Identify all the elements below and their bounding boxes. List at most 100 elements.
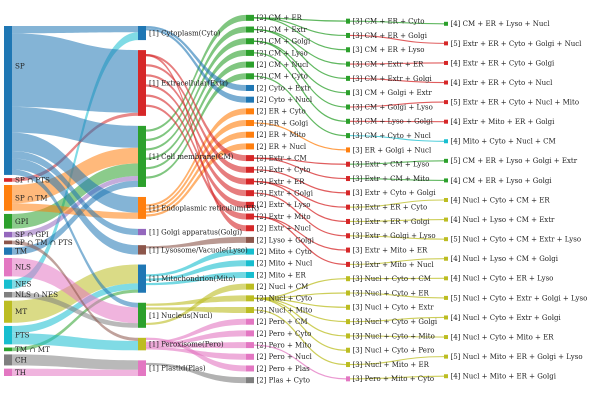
combo-label-col3-3-extr-mito-nucl-17: [3] Extr + Mito + Nucl (353, 261, 435, 269)
combo-label-col2-2-extr-cyto-13: [2] Extr + Cyto (257, 166, 311, 174)
combo-node-col2-2-nucl-cm-23 (246, 283, 254, 290)
flow-link-col2-col3-17 (253, 215, 347, 265)
combo-label-col3-3-nucl-cyto-golgi-21: [3] Nucl + Cyto + Golgi (353, 318, 438, 326)
flow-link-col2-col3-9 (253, 122, 347, 151)
sankey-links (12, 14, 445, 384)
location-label-1-lysosome-vacuole-lyso-5: [1] Lysosome/Vacuole(Lyso) (149, 246, 248, 254)
combo-label-col3-3-cm-cyto-nucl-8: [3] CM + Cyto + Nucl (353, 132, 432, 140)
combo-label-col3-3-extr-er-golgi-14: [3] Extr + ER + Golgi (353, 218, 431, 226)
combo-label-col4-4-cm-er-lyso-nucl-0: [4] CM + ER + Lyso + Nucl (451, 20, 551, 28)
flow-link-col3-col4-12 (349, 258, 445, 265)
combo-node-col4-5-cm-er-lyso-golgi-extr-7 (444, 158, 448, 163)
location-node-1-cytoplasm-cyto-0 (138, 26, 146, 41)
combo-node-col2-2-pero-cm-26 (246, 318, 254, 325)
signal-node-th-14 (4, 368, 12, 376)
signal-label-tm-mt-12: TM ∩ MT (15, 345, 50, 354)
flow-link-col3-col4-16 (349, 335, 445, 338)
combo-node-col3-3-cm-extr-golgi-4 (346, 75, 350, 81)
location-node-1-golgi-apparatus-golgi-4 (138, 228, 146, 236)
signal-label-sp-tm-pts-5: SP ∩ TM ∩ PTS (15, 238, 73, 247)
flow-link-col3-col4-17 (349, 356, 445, 366)
combo-label-col4-4-extr-mito-er-golgi-5: [4] Extr + Mito + ER + Golgi (451, 118, 556, 126)
signal-label-pts-11: PTS (15, 331, 30, 340)
flow-link-col3-col4-8 (349, 177, 445, 181)
combo-label-col2-2-nucl-cyto-24: [2] Nucl + Cyto (257, 295, 313, 303)
combo-node-col2-2-cm-er-0 (246, 14, 254, 21)
flow-link-col1-col2-8 (146, 108, 246, 207)
combo-label-col2-2-cm-extr-1: [2] CM + Extr (257, 26, 308, 34)
combo-node-col2-2-mito-cyto-20 (246, 248, 254, 255)
combo-label-col3-3-nucl-mito-er-24: [3] Nucl + Mito + ER (353, 361, 430, 369)
flow-link-col1-col2-27 (146, 330, 246, 346)
combo-label-col3-3-extr-cm-lyso-10: [3] Extr + CM + Lyso (353, 161, 430, 169)
combo-node-col2-2-cyto-nucl-7 (246, 96, 254, 103)
combo-node-col3-3-cm-er-cyto-0 (346, 18, 350, 24)
combo-node-col3-3-extr-er-golgi-14 (346, 218, 350, 224)
combo-node-col3-3-extr-er-cyto-13 (346, 204, 350, 210)
combo-label-col4-5-nucl-mito-er-golgi-lyso-17: [5] Nucl + Mito + ER + Golgi + Lyso (451, 353, 583, 361)
flow-link-col3-col4-3 (349, 77, 445, 84)
combo-label-col3-3-extr-er-cyto-13: [3] Extr + ER + Cyto (353, 204, 428, 212)
flow-link-col1-col2-30 (146, 337, 246, 372)
flow-link-col1-col2-10 (146, 131, 246, 214)
combo-label-col3-3-cm-lyso-golgi-7: [3] CM + Lyso + Golgi (353, 118, 434, 126)
flow-link-col1-col2-18 (146, 54, 246, 232)
combo-label-col2-2-cm-cyto-5: [2] CM + Cyto (257, 73, 308, 81)
combo-label-col2-2-extr-lyso-16: [2] Extr + Lyso (257, 201, 311, 209)
combo-label-col2-2-nucl-cm-23: [2] Nucl + CM (257, 283, 309, 291)
combo-node-col4-4-nucl-mito-er-golgi-18 (444, 374, 448, 379)
combo-label-col3-3-extr-cyto-golgi-12: [3] Extr + Cyto + Golgi (353, 189, 437, 197)
location-node-1-endoplasmic-reticulum-er-3 (138, 196, 146, 219)
flow-link-col1-col2-22 (146, 271, 246, 286)
combo-label-col3-3-cm-extr-golgi-4: [3] CM + Extr + Golgi (353, 75, 433, 83)
combo-node-col2-2-er-golgi-9 (246, 120, 254, 127)
location-label-1-plastid-plas-9: [1] Plastid(Plas) (149, 365, 206, 373)
combo-node-col2-2-cm-golgi-2 (246, 38, 254, 45)
combo-node-col3-3-cm-extr-er-3 (346, 61, 350, 67)
combo-label-col2-2-pero-cyto-27: [2] Pero + Cyto (257, 330, 312, 338)
location-label-1-nucleus-nucl-7: [1] Nucleus(Nucl) (149, 312, 213, 320)
flow-link-col3-col4-11 (349, 235, 445, 240)
combo-node-col3-3-pero-mito-cyto-25 (346, 376, 350, 382)
combo-label-col3-3-nucl-cyto-mito-22: [3] Nucl + Cyto + Mito (353, 332, 435, 340)
signal-label-sp-0: SP (15, 62, 25, 71)
combo-label-col2-2-pero-cm-26: [2] Pero + CM (257, 318, 308, 326)
combo-node-col4-4-nucl-cyto-cm-er-9 (444, 198, 448, 202)
combo-node-col2-2-extr-nucl-18 (246, 225, 254, 232)
signal-node-nls-nes-9 (4, 291, 12, 298)
combo-node-col2-2-extr-mito-17 (246, 213, 254, 220)
combo-node-col4-4-nucl-cyto-mito-er-16 (444, 335, 448, 340)
combo-label-col4-4-nucl-cyto-cm-er-9: [4] Nucl + Cyto + CM + ER (451, 196, 551, 204)
signal-node-gpi-3 (4, 213, 12, 229)
combo-label-col2-2-mito-cyto-20: [2] Mito + Cyto (257, 248, 312, 256)
signal-node-sp-tm-pts-5 (4, 240, 12, 245)
flow-link-col3-col4-1 (349, 34, 445, 44)
flow-link-sp-tm-pts-to-1-peroxisome-pero-19 (12, 240, 138, 341)
combo-label-col2-2-plas-cyto-31: [2] Plas + Cyto (257, 377, 311, 385)
flow-link-col2-col3-16 (253, 215, 347, 251)
combo-node-col3-3-cm-cyto-nucl-8 (346, 133, 350, 139)
signal-node-nes-8 (4, 279, 12, 289)
combo-label-col2-2-extr-mito-17: [2] Extr + Mito (257, 213, 311, 221)
flow-link-col1-col2-2 (146, 38, 246, 151)
combo-node-col2-2-pero-mito-28 (246, 342, 254, 349)
combo-label-col4-4-extr-er-cyto-nucl-3: [4] Extr + ER + Cyto + Nucl (451, 79, 554, 87)
signal-node-sp-0 (4, 26, 12, 175)
flow-link-sp-to-1-extracellular-extr-2 (12, 33, 138, 113)
combo-node-col4-4-nucl-lyso-cm-golgi-12 (444, 256, 448, 261)
combo-node-col2-2-cm-extr-1 (246, 26, 254, 33)
flow-link-col2-col3-14 (253, 180, 347, 223)
location-node-1-extracellular-extr-1 (138, 50, 146, 116)
flow-link-col1-col2-12 (146, 54, 246, 162)
flow-link-col1-col2-4 (146, 61, 246, 170)
flow-link-col3-col4-2 (349, 62, 445, 65)
flow-link-col1-col2-16 (146, 94, 246, 208)
flow-link-col2-col3-2 (253, 17, 347, 51)
combo-label-col2-2-er-nucl-11: [2] ER + Nucl (257, 143, 307, 151)
combo-node-col4-4-nucl-cyto-extr-golgi-15 (444, 315, 448, 320)
flow-link-col2-col3-15 (253, 192, 347, 237)
flow-link-sp-to-1-golgi-apparatus-golgi-11 (12, 151, 138, 236)
flow-link-col2-col3-23 (253, 297, 347, 351)
combo-label-col3-3-extr-golgi-lyso-15: [3] Extr + Golgi + Lyso (353, 232, 436, 240)
